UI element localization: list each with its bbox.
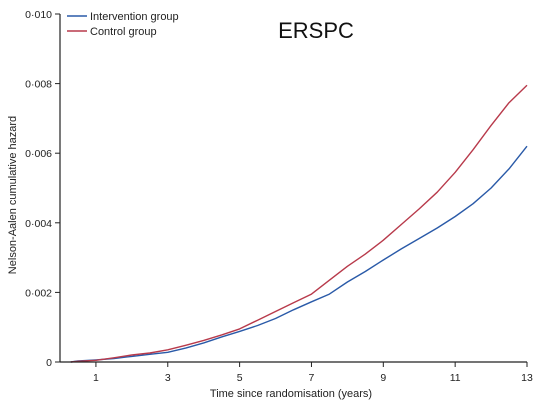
plot-lines — [70, 84, 528, 363]
y-tick-label: 0·004 — [25, 218, 52, 230]
intervention-series-line — [70, 145, 528, 363]
chart-title: ERSPC — [278, 18, 354, 43]
y-tick-label: 0·006 — [25, 148, 52, 160]
x-tick-label: 7 — [309, 372, 315, 384]
legend-label-control: Control group — [90, 26, 157, 38]
x-tick-label: 5 — [237, 372, 243, 384]
x-tick-label: 3 — [165, 372, 171, 384]
x-ticks: 1 3 5 7 9 11 13 — [93, 362, 533, 384]
x-axis-title: Time since randomisation (years) — [210, 388, 372, 400]
y-tick-label: 0·002 — [25, 287, 52, 299]
y-tick-label: 0 — [46, 357, 52, 369]
control-series-line — [70, 84, 528, 363]
y-tick-label: 0·010 — [25, 9, 52, 21]
x-tick-label: 13 — [521, 372, 533, 384]
y-tick-label: 0·008 — [25, 79, 52, 91]
x-tick-label: 11 — [450, 372, 461, 384]
legend: Intervention group Control group — [67, 11, 179, 38]
x-tick-label: 9 — [380, 372, 386, 384]
y-axis-title: Nelson-Aalen cumulative hazard — [7, 116, 19, 274]
y-ticks: 0 0·002 0·004 0·006 0·008 0·010 — [25, 9, 60, 369]
x-tick-label: 1 — [93, 372, 99, 384]
legend-label-intervention: Intervention group — [90, 11, 179, 23]
